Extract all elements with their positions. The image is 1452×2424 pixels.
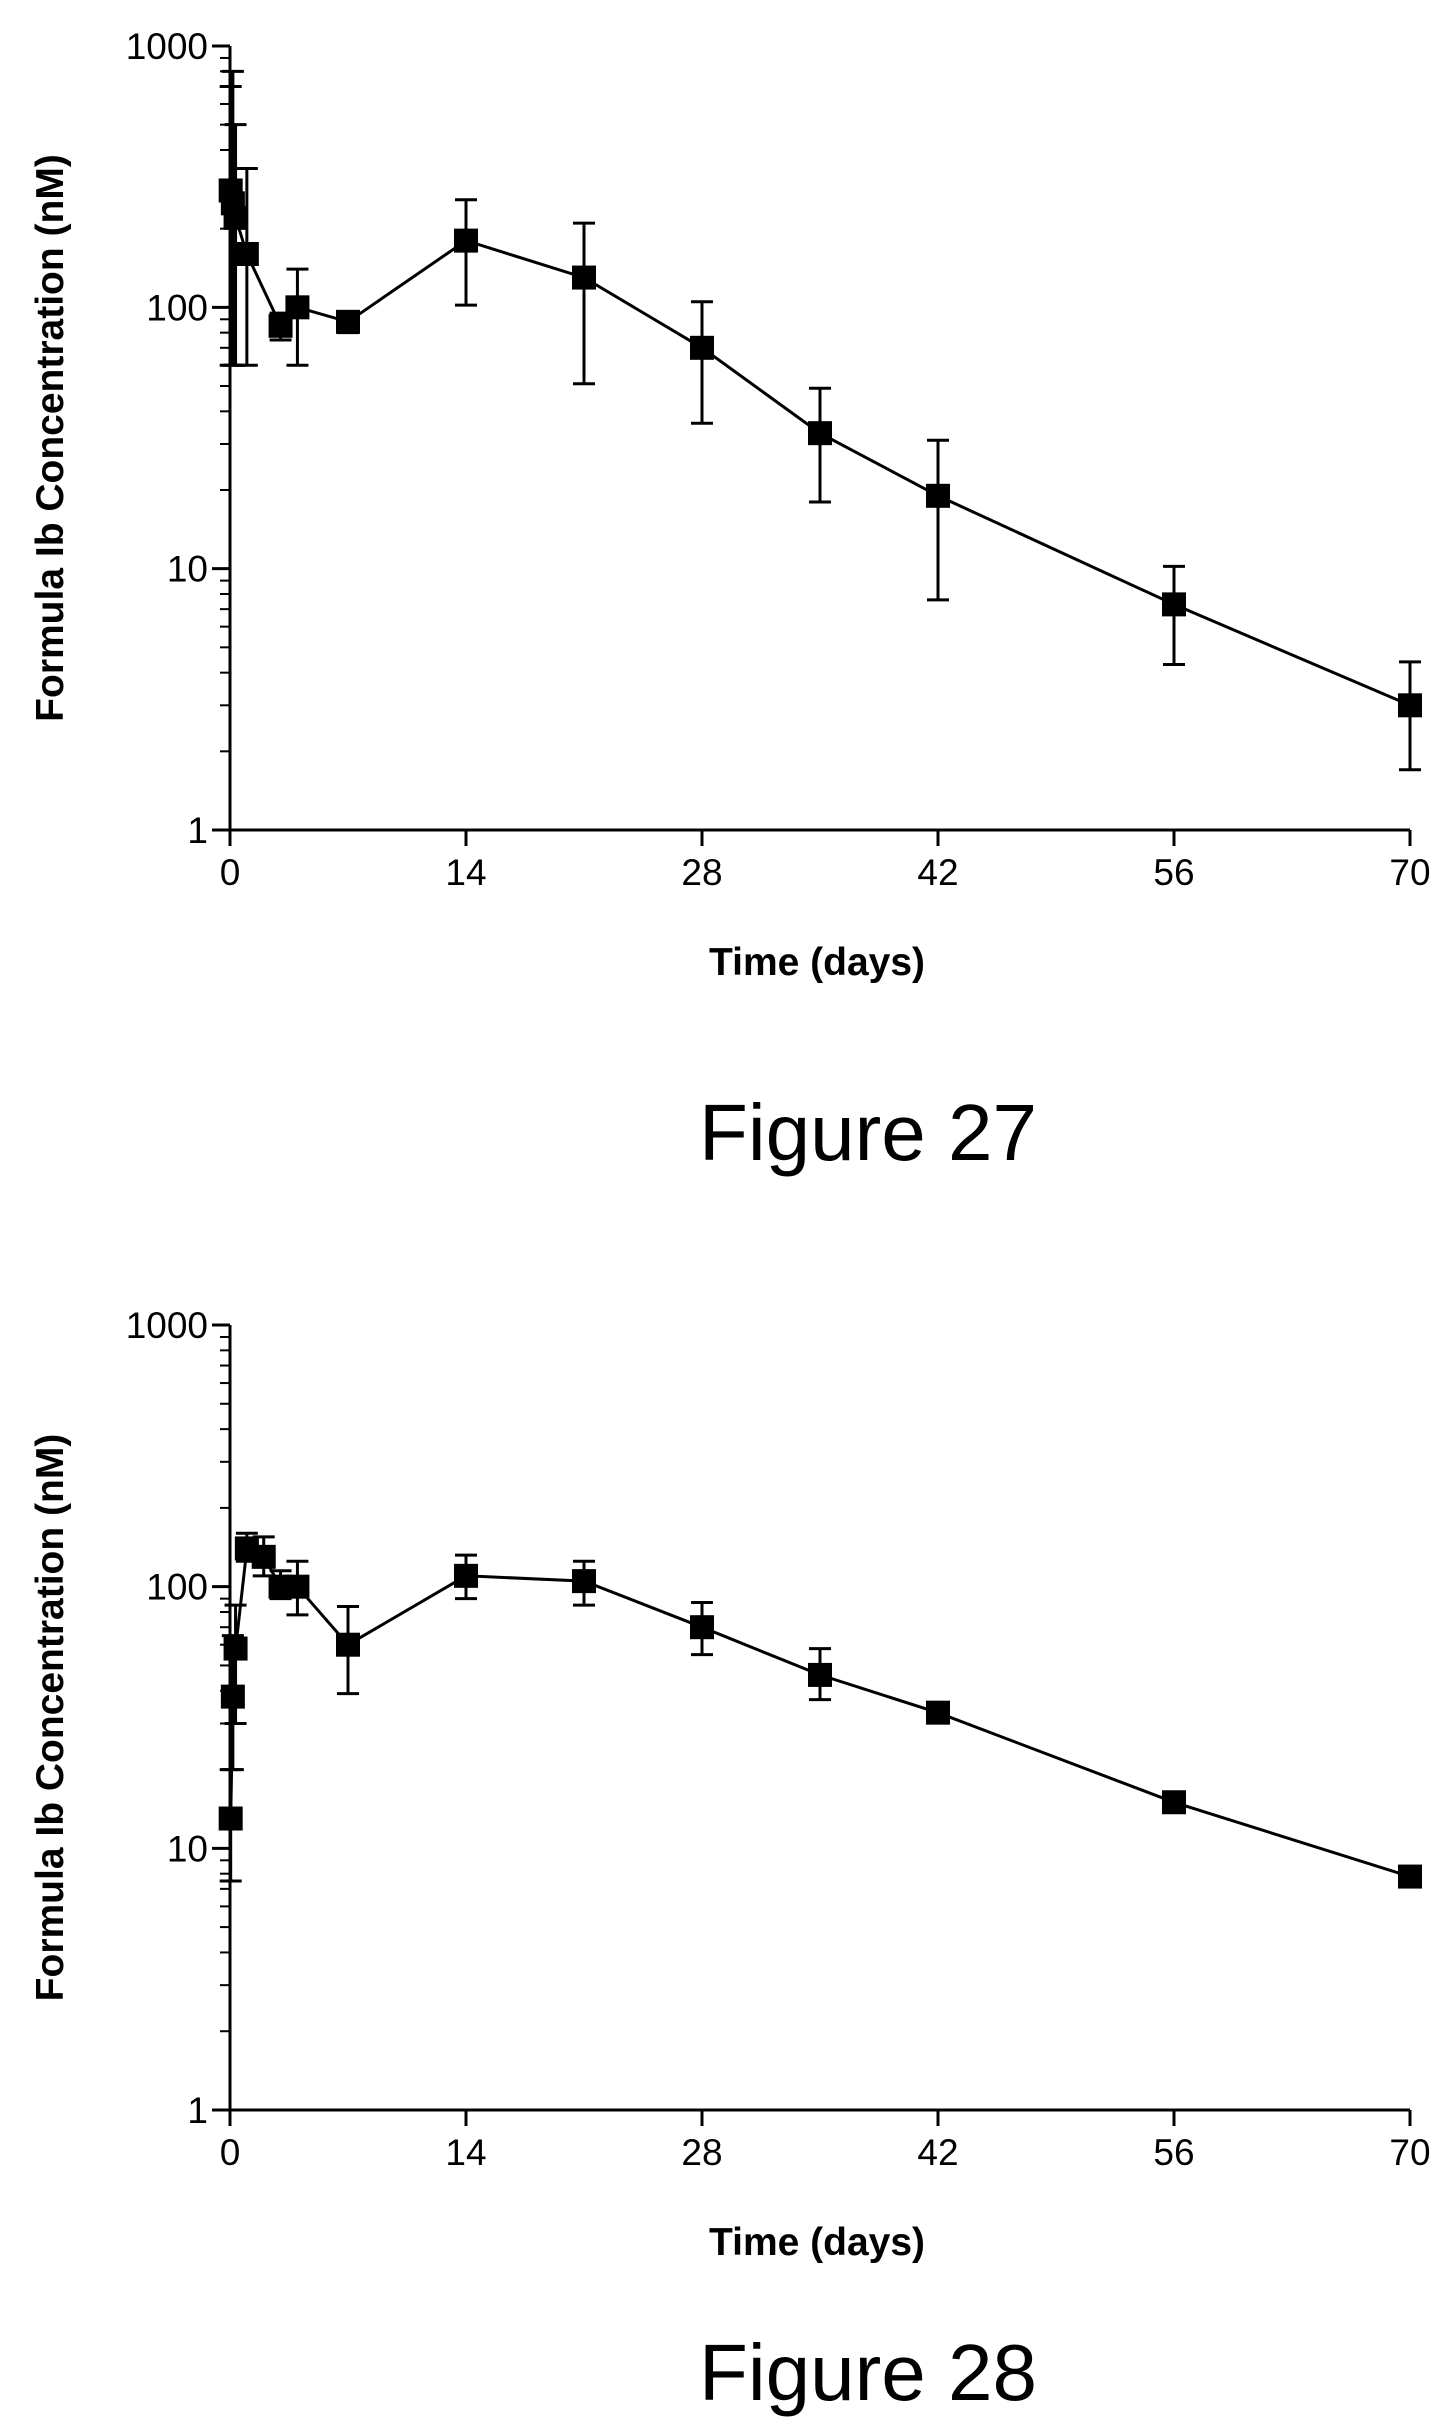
- data-point: [1162, 1790, 1186, 1815]
- x-tick-label: 0: [220, 852, 241, 893]
- y-tick-label: 10: [167, 549, 208, 590]
- data-point: [223, 205, 248, 230]
- data-point: [220, 1684, 245, 1709]
- data-point: [926, 483, 950, 508]
- x-tick-label: 28: [681, 2132, 722, 2173]
- data-point: [690, 1615, 714, 1640]
- figure-caption: Figure 27: [699, 1088, 1037, 1177]
- x-tick-label: 70: [1389, 852, 1430, 893]
- x-tick-label: 0: [220, 2132, 241, 2173]
- y-tick-label: 100: [146, 287, 208, 328]
- data-point: [454, 228, 478, 253]
- data-point: [1398, 1864, 1422, 1889]
- x-tick-label: 42: [917, 852, 958, 893]
- x-tick-label: 56: [1153, 2132, 1194, 2173]
- y-tick-label: 1: [187, 810, 208, 851]
- data-point: [336, 1632, 360, 1657]
- y-tick-label: 1000: [126, 1305, 208, 1346]
- y-tick-label: 100: [146, 1567, 208, 1608]
- chart-figure-28: 1 10 100 1000 0 14 28 42 56 70 Time (days) Formula …: [29, 1305, 1431, 2417]
- series-line: [229, 1546, 1411, 1879]
- x-tick-label: 28: [681, 852, 722, 893]
- data-point: [285, 1574, 310, 1599]
- data-point: [1398, 693, 1422, 718]
- data-point: [336, 309, 360, 334]
- data-point: [251, 1544, 276, 1569]
- x-tick-label: 56: [1153, 852, 1194, 893]
- y-tick-label: 1: [187, 2090, 208, 2131]
- data-point: [234, 241, 259, 266]
- x-tick-label: 42: [917, 2132, 958, 2173]
- data-point: [454, 1563, 478, 1588]
- data-point: [808, 1662, 832, 1687]
- data-point: [926, 1700, 950, 1725]
- data-point: [572, 1569, 596, 1594]
- data-point: [285, 295, 310, 320]
- x-axis-title: Time (days): [709, 941, 925, 984]
- data-point: [218, 1806, 243, 1831]
- x-tick-label: 14: [445, 2132, 486, 2173]
- data-point: [808, 421, 832, 446]
- x-axis-title: Time (days): [709, 2221, 925, 2264]
- x-tick-label: 14: [445, 852, 486, 893]
- y-tick-label: 10: [167, 1828, 208, 1869]
- figure-caption: Figure 28: [699, 2328, 1037, 2417]
- x-tick-label: 70: [1389, 2132, 1430, 2173]
- y-axis-title: Formula Ib Concentration (nM): [29, 1434, 72, 2002]
- chart-figure-27: 1 10 100 1000 0 14 28 42 56 70 Time (days) Formula …: [29, 26, 1431, 1177]
- data-point: [1162, 592, 1186, 617]
- y-tick-label: 1000: [126, 26, 208, 67]
- data-point: [572, 265, 596, 290]
- data-point: [223, 1636, 248, 1661]
- y-axis-title: Formula Ib Concentration (nM): [29, 154, 72, 722]
- data-point: [690, 335, 714, 360]
